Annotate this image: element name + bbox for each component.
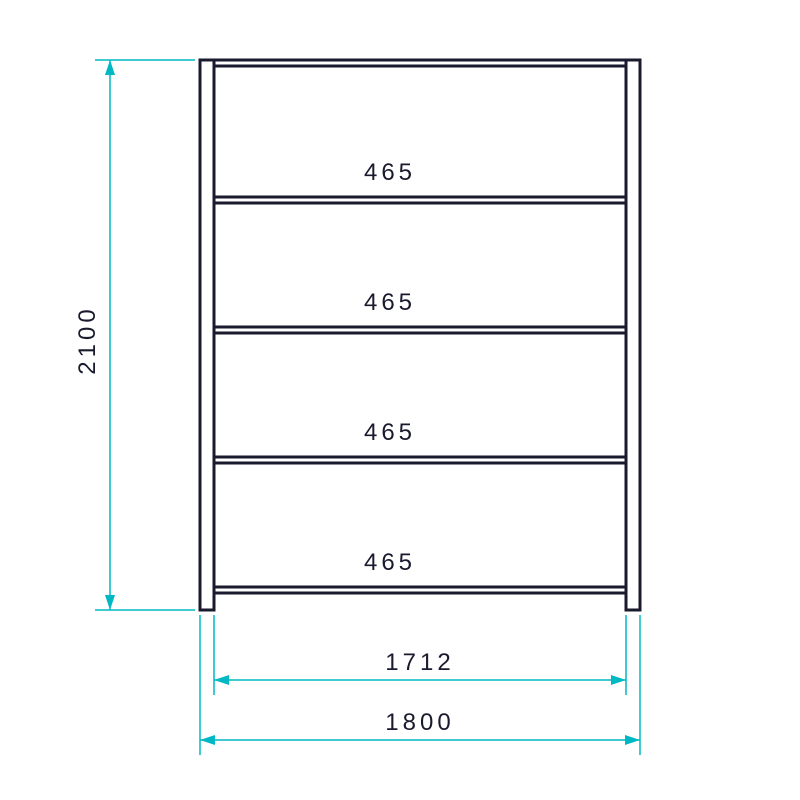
section-height-4: 465 xyxy=(364,549,416,576)
inner-width-label: 1712 xyxy=(385,649,454,676)
shelf-4 xyxy=(214,457,626,463)
section-height-3: 465 xyxy=(364,419,416,446)
section-height-1: 465 xyxy=(364,159,416,186)
shelf-bottom xyxy=(214,587,626,593)
outer-width-label: 1800 xyxy=(385,709,454,736)
height-dimension: 2100 xyxy=(74,60,195,610)
shelf-3 xyxy=(214,327,626,333)
right-post xyxy=(626,60,640,610)
section-height-2: 465 xyxy=(364,289,416,316)
shelf-unit xyxy=(200,60,640,610)
left-post xyxy=(200,60,214,610)
height-label: 2100 xyxy=(74,305,101,374)
outer-width-dimension: 1800 xyxy=(200,615,640,755)
shelf-2 xyxy=(214,197,626,203)
technical-drawing: 465 465 465 465 2100 1712 xyxy=(0,0,800,800)
shelf-top xyxy=(214,60,626,66)
inner-width-dimension: 1712 xyxy=(214,615,626,695)
